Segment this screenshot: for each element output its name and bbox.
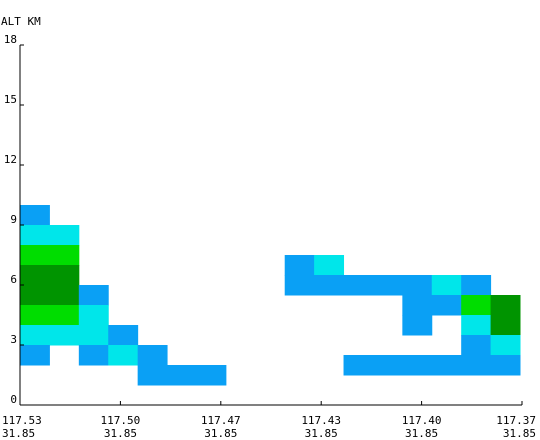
- x-tick-label-lon: 117.53: [2, 414, 42, 427]
- y-axis-ticks: 0 3 6 9 12 15 18: [4, 33, 24, 406]
- y-tick-label: 12: [4, 153, 17, 166]
- cell-blue: [461, 355, 492, 376]
- cell-cyan: [431, 275, 462, 296]
- cell-blue: [20, 345, 50, 366]
- cell-blue: [284, 275, 315, 296]
- x-tick-label-lat: 31.85: [305, 427, 338, 440]
- cell-dark-green: [490, 315, 521, 336]
- cell-blue: [20, 205, 50, 226]
- cell-cyan: [49, 225, 80, 246]
- y-tick-label: 18: [4, 33, 17, 46]
- x-tick-label-lon: 117.47: [201, 414, 241, 427]
- y-tick-label: 15: [4, 93, 17, 106]
- cell-blue: [372, 275, 403, 296]
- cell-blue: [431, 355, 462, 376]
- cell-cyan: [49, 325, 80, 346]
- cell-blue: [372, 355, 403, 376]
- reflectivity-cells: [20, 205, 521, 386]
- cell-blue: [196, 365, 227, 386]
- cell-light-green: [49, 245, 80, 266]
- x-tick-label-lon: 117.43: [301, 414, 341, 427]
- cell-light-green: [20, 245, 50, 266]
- cell-cyan: [78, 325, 109, 346]
- cell-cyan: [20, 325, 50, 346]
- cell-blue: [343, 355, 374, 376]
- cell-cyan: [108, 345, 139, 366]
- x-tick-label-lat: 31.85: [503, 427, 536, 440]
- cell-blue: [78, 285, 109, 306]
- x-tick-label-lon: 117.37: [496, 414, 536, 427]
- cell-blue: [167, 365, 197, 386]
- cell-light-green: [20, 305, 50, 326]
- y-tick-label: 9: [10, 213, 17, 226]
- cell-blue: [431, 295, 462, 316]
- cell-dark-green: [490, 295, 521, 316]
- y-tick-label: 0: [10, 393, 17, 406]
- cell-blue: [78, 345, 109, 366]
- x-tick-label-lat: 31.85: [2, 427, 35, 440]
- y-tick-label: 3: [10, 333, 17, 346]
- cell-cyan: [20, 225, 50, 246]
- cell-cyan: [461, 315, 492, 336]
- cell-blue: [402, 275, 433, 296]
- cell-blue: [461, 335, 492, 356]
- cell-blue: [137, 345, 168, 366]
- cell-blue: [314, 275, 345, 296]
- x-tick-label-lat: 31.85: [204, 427, 237, 440]
- x-axis-ticks: 117.5331.85117.5031.85117.4731.85117.433…: [2, 401, 536, 440]
- cell-blue: [108, 325, 139, 346]
- x-tick-label-lon: 117.50: [101, 414, 141, 427]
- cell-blue: [284, 255, 315, 276]
- cell-blue: [402, 295, 433, 316]
- x-tick-label-lon: 117.40: [402, 414, 442, 427]
- cell-blue: [402, 315, 433, 336]
- cell-blue: [490, 355, 521, 376]
- cell-cyan: [490, 335, 521, 356]
- x-tick-label-lat: 31.85: [405, 427, 438, 440]
- cell-dark-green: [20, 285, 50, 306]
- cell-blue: [461, 275, 492, 296]
- cell-dark-green: [49, 285, 80, 306]
- cell-dark-green: [49, 265, 80, 286]
- cell-light-green: [49, 305, 80, 326]
- cell-light-green: [461, 295, 492, 316]
- x-tick-label-lat: 31.85: [104, 427, 137, 440]
- cell-blue: [402, 355, 433, 376]
- cell-cyan: [314, 255, 345, 276]
- y-tick-label: 6: [10, 273, 17, 286]
- cell-blue: [343, 275, 374, 296]
- cell-dark-green: [20, 265, 50, 286]
- y-axis-label: ALT KM: [1, 15, 41, 28]
- cell-cyan: [78, 305, 109, 326]
- cell-blue: [137, 365, 168, 386]
